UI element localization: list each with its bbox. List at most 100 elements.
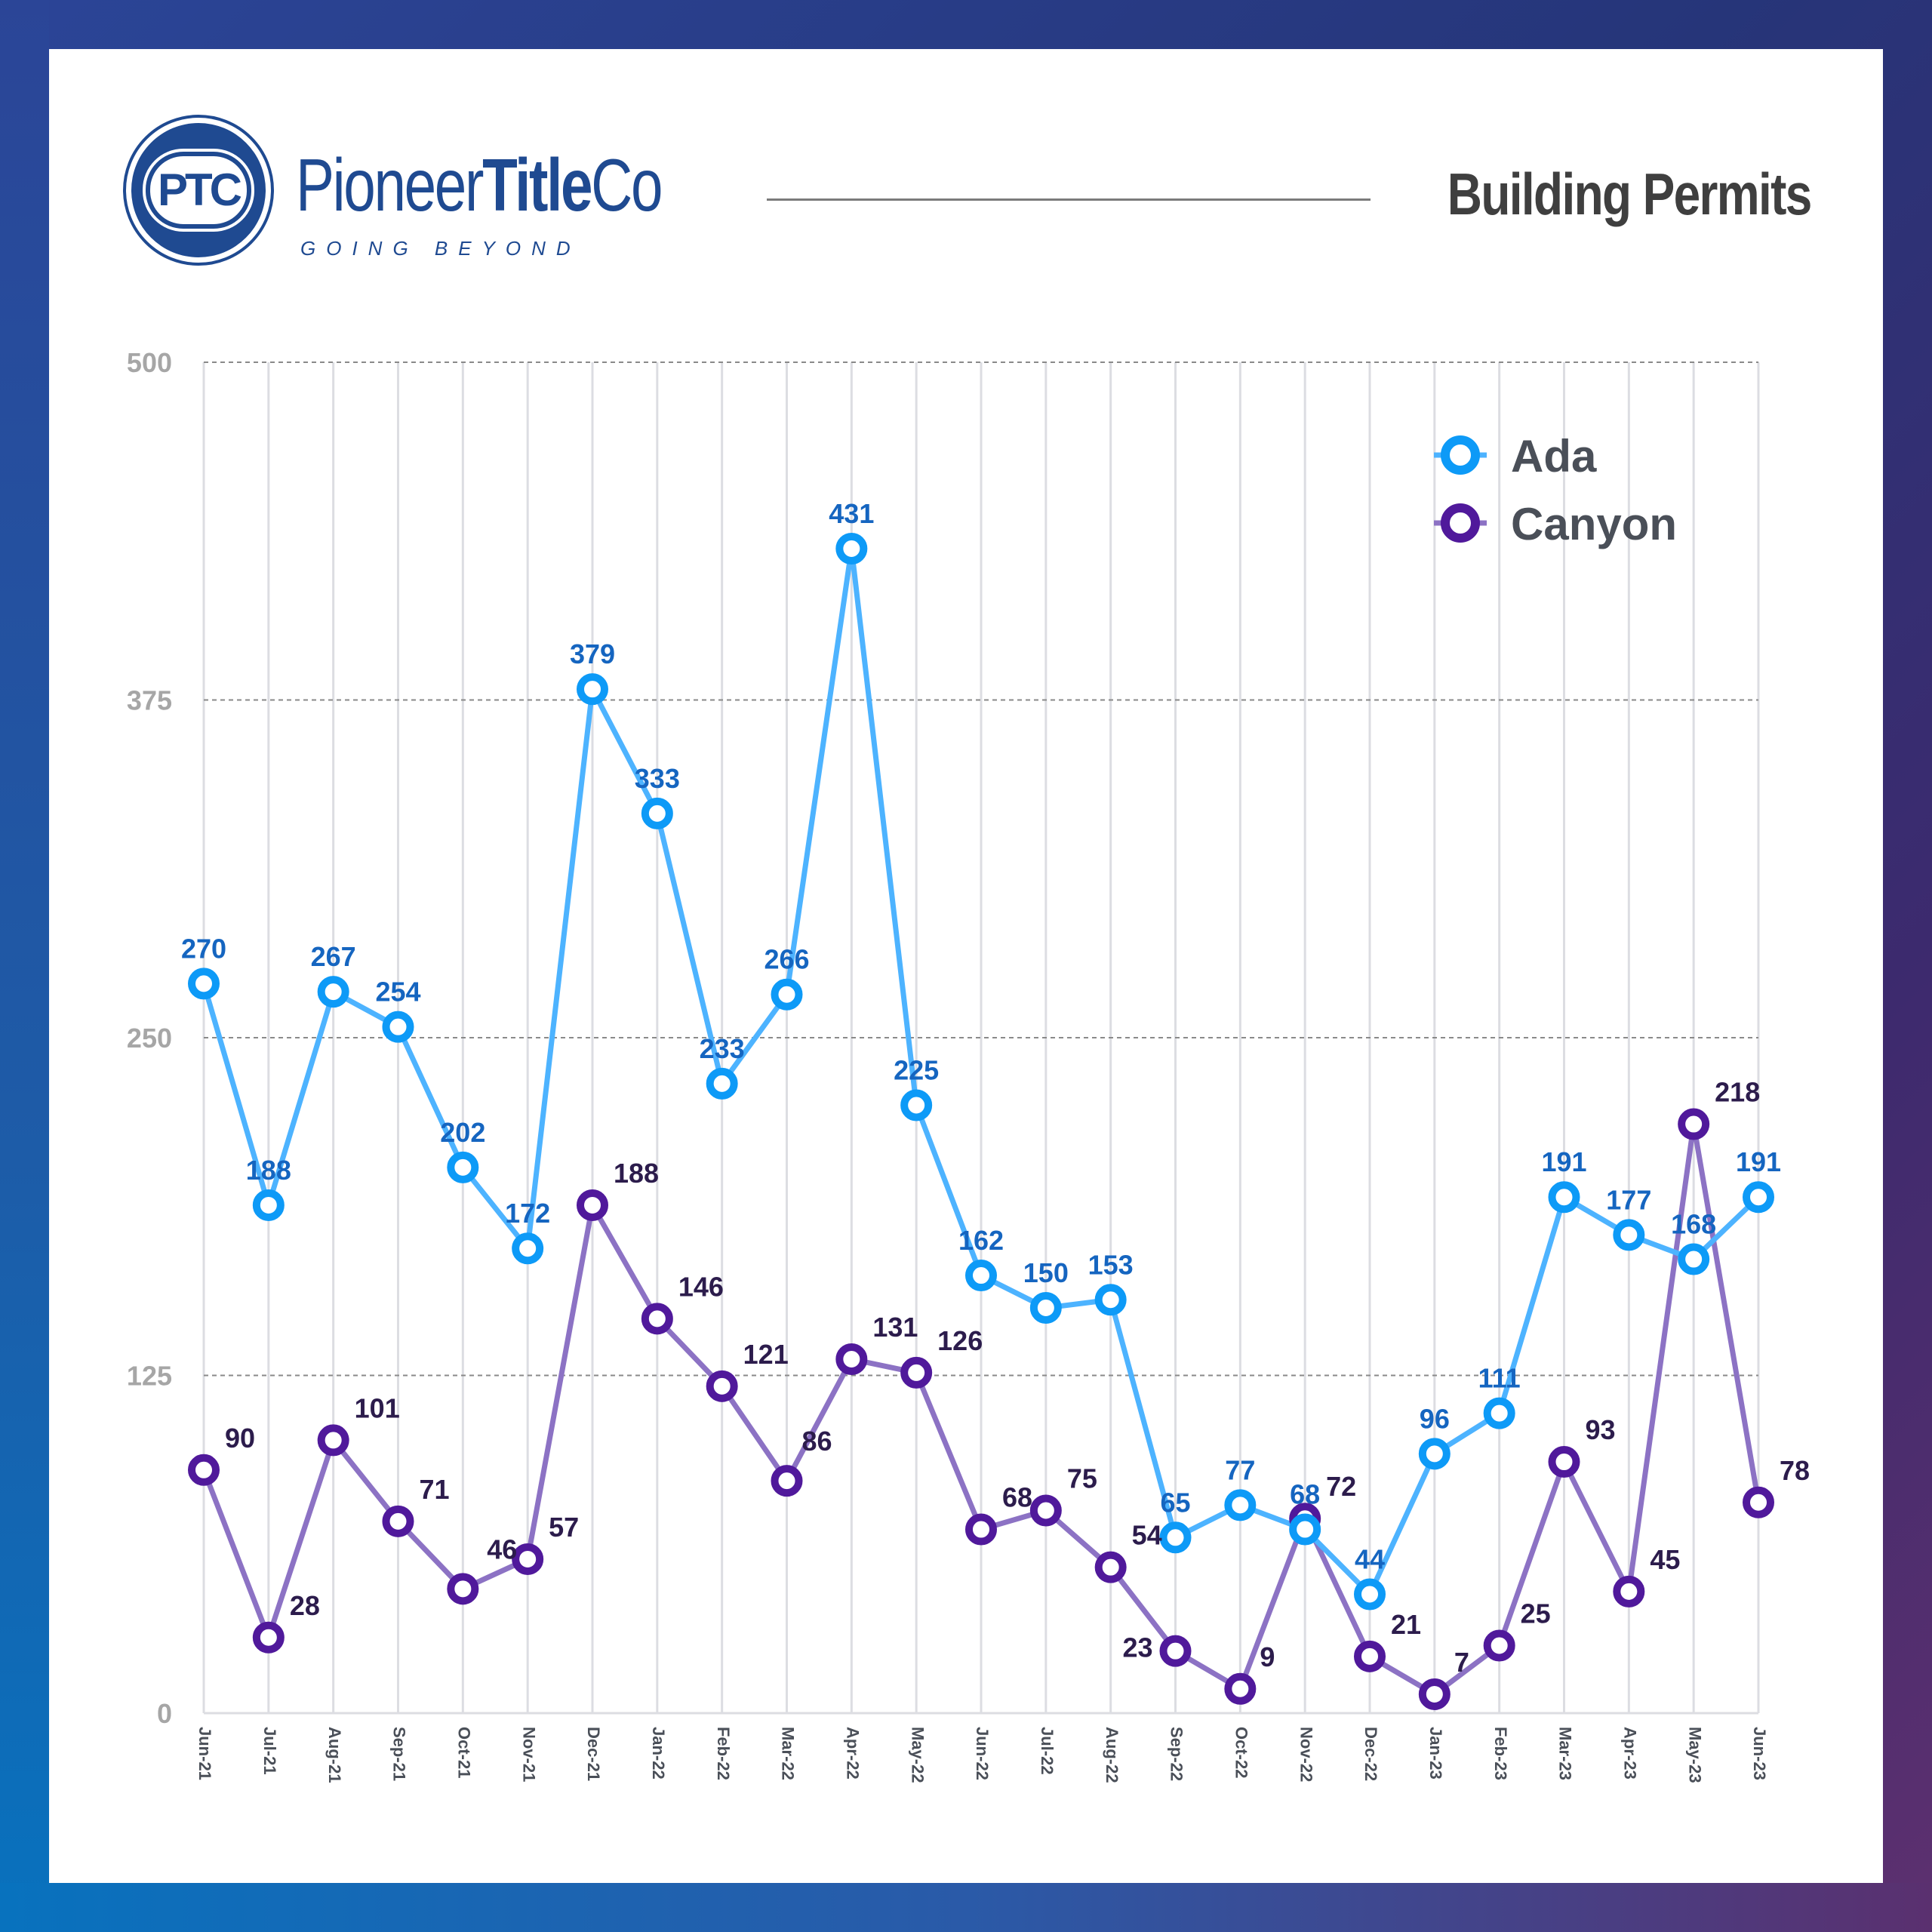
marker-ada <box>317 976 349 1008</box>
y-tick-label: 125 <box>127 1361 172 1392</box>
logo-inner-circle: PTC <box>131 123 266 257</box>
marker-ada <box>1094 1284 1127 1316</box>
data-label-canyon: 78 <box>1780 1455 1810 1486</box>
marker-canyon <box>900 1356 933 1389</box>
marker-ada <box>1678 1243 1710 1275</box>
data-label-canyon: 68 <box>1002 1482 1032 1513</box>
page-title: Building Permits <box>1447 161 1813 227</box>
x-tick-label: Sep-21 <box>390 1727 409 1781</box>
y-axis-ticks: 0 125 250 375 500 <box>127 347 172 1729</box>
marker-canyon <box>317 1424 349 1457</box>
x-tick-label: Oct-21 <box>455 1727 474 1778</box>
x-tick-label: Jun-22 <box>973 1727 992 1780</box>
marker-canyon <box>1613 1575 1645 1607</box>
marker-ada <box>1159 1521 1192 1554</box>
marker-ada <box>641 797 673 829</box>
data-label-ada: 172 <box>505 1198 550 1229</box>
legend-marker-canyon <box>1441 503 1480 543</box>
x-tick-label: Feb-23 <box>1491 1727 1510 1780</box>
data-label-ada: 77 <box>1225 1454 1255 1485</box>
marker-ada <box>188 968 220 1000</box>
data-label-canyon: 71 <box>420 1474 450 1505</box>
y-tick-label: 500 <box>127 347 172 378</box>
x-tick-label: Aug-21 <box>325 1727 344 1783</box>
data-label-canyon: 57 <box>549 1512 579 1543</box>
series-markers <box>188 533 1774 1710</box>
x-tick-label: Nov-22 <box>1297 1727 1315 1782</box>
marker-canyon <box>1678 1108 1710 1140</box>
marker-canyon <box>1224 1672 1257 1705</box>
marker-ada <box>1743 1181 1774 1214</box>
brand-regular: Pioneer <box>296 143 484 226</box>
data-labels: 270 188 267 254 202 172 379 333 233 266 431 225 162 1… <box>181 498 1810 1678</box>
legend-label-canyon: Canyon <box>1511 499 1677 549</box>
data-label-ada: 225 <box>894 1055 939 1086</box>
logo-mark: PTC <box>150 156 247 224</box>
marker-ada <box>1613 1219 1645 1251</box>
marker-ada <box>835 533 868 565</box>
x-tick-label: Dec-22 <box>1361 1727 1380 1781</box>
data-label-canyon: 21 <box>1391 1609 1421 1640</box>
data-label-ada: 191 <box>1541 1146 1586 1177</box>
marker-ada <box>577 673 608 706</box>
data-label-ada: 333 <box>635 763 680 794</box>
data-label-canyon: 28 <box>290 1590 320 1621</box>
x-tick-label: Jul-22 <box>1038 1727 1057 1775</box>
marker-canyon <box>1094 1551 1127 1583</box>
y-tick-label: 0 <box>157 1698 172 1729</box>
data-label-canyon: 93 <box>1586 1414 1616 1445</box>
x-tick-label: Jan-22 <box>649 1727 668 1780</box>
data-label-canyon: 90 <box>225 1423 255 1454</box>
marker-ada <box>1418 1438 1451 1470</box>
x-tick-label: Oct-22 <box>1232 1727 1251 1778</box>
marker-canyon <box>577 1189 608 1221</box>
data-label-ada: 65 <box>1160 1487 1190 1518</box>
x-tick-label: Dec-21 <box>584 1727 603 1781</box>
data-label-canyon: 46 <box>487 1534 517 1564</box>
brand-tagline: GOING BEYOND <box>300 237 581 260</box>
data-label-canyon: 121 <box>743 1339 789 1370</box>
data-label-ada: 191 <box>1736 1146 1781 1177</box>
marker-canyon <box>188 1454 220 1486</box>
marker-canyon <box>1354 1640 1386 1672</box>
data-label-ada: 177 <box>1606 1184 1651 1215</box>
data-label-ada: 111 <box>1478 1363 1521 1394</box>
data-label-canyon: 86 <box>802 1426 832 1457</box>
brand-name: PioneerTitleCo <box>296 148 663 222</box>
marker-canyon <box>965 1513 997 1546</box>
frame-bottom-edge <box>0 1883 1932 1932</box>
marker-canyon <box>1548 1446 1580 1478</box>
data-label-ada: 68 <box>1290 1479 1320 1510</box>
brand-suffix: Co <box>591 143 663 226</box>
legend-marker-ada <box>1441 435 1480 475</box>
y-tick-label: 375 <box>127 685 172 716</box>
x-axis-ticks: Jun-21 Jul-21 Aug-21 Sep-21 Oct-21 Nov-21 Dec-… <box>195 1727 1769 1783</box>
marker-canyon <box>706 1370 738 1402</box>
marker-canyon <box>641 1303 673 1335</box>
y-tick-label: 250 <box>127 1023 172 1054</box>
data-label-ada: 44 <box>1355 1543 1385 1574</box>
x-tick-label: Jun-23 <box>1750 1727 1769 1780</box>
data-label-canyon: 101 <box>355 1392 400 1423</box>
data-label-ada: 202 <box>440 1117 485 1148</box>
data-label-canyon: 23 <box>1122 1632 1152 1663</box>
brand-bold: Title <box>482 143 592 226</box>
data-label-ada: 233 <box>700 1033 745 1064</box>
x-tick-label: Jul-21 <box>260 1727 279 1775</box>
marker-ada <box>252 1189 285 1221</box>
data-label-canyon: 131 <box>872 1312 918 1343</box>
x-tick-label: Feb-22 <box>714 1727 733 1780</box>
data-label-ada: 267 <box>311 941 356 972</box>
data-label-ada: 266 <box>764 944 809 975</box>
data-label-canyon: 9 <box>1260 1641 1275 1672</box>
marker-canyon <box>382 1505 414 1537</box>
marker-ada <box>771 978 803 1011</box>
x-tick-label: Sep-22 <box>1168 1727 1186 1781</box>
x-tick-label: Apr-23 <box>1621 1727 1640 1780</box>
marker-ada <box>706 1067 738 1100</box>
marker-ada <box>447 1151 479 1183</box>
data-label-ada: 150 <box>1023 1257 1069 1288</box>
x-tick-label: Jan-23 <box>1426 1727 1445 1780</box>
data-label-canyon: 146 <box>678 1271 724 1302</box>
